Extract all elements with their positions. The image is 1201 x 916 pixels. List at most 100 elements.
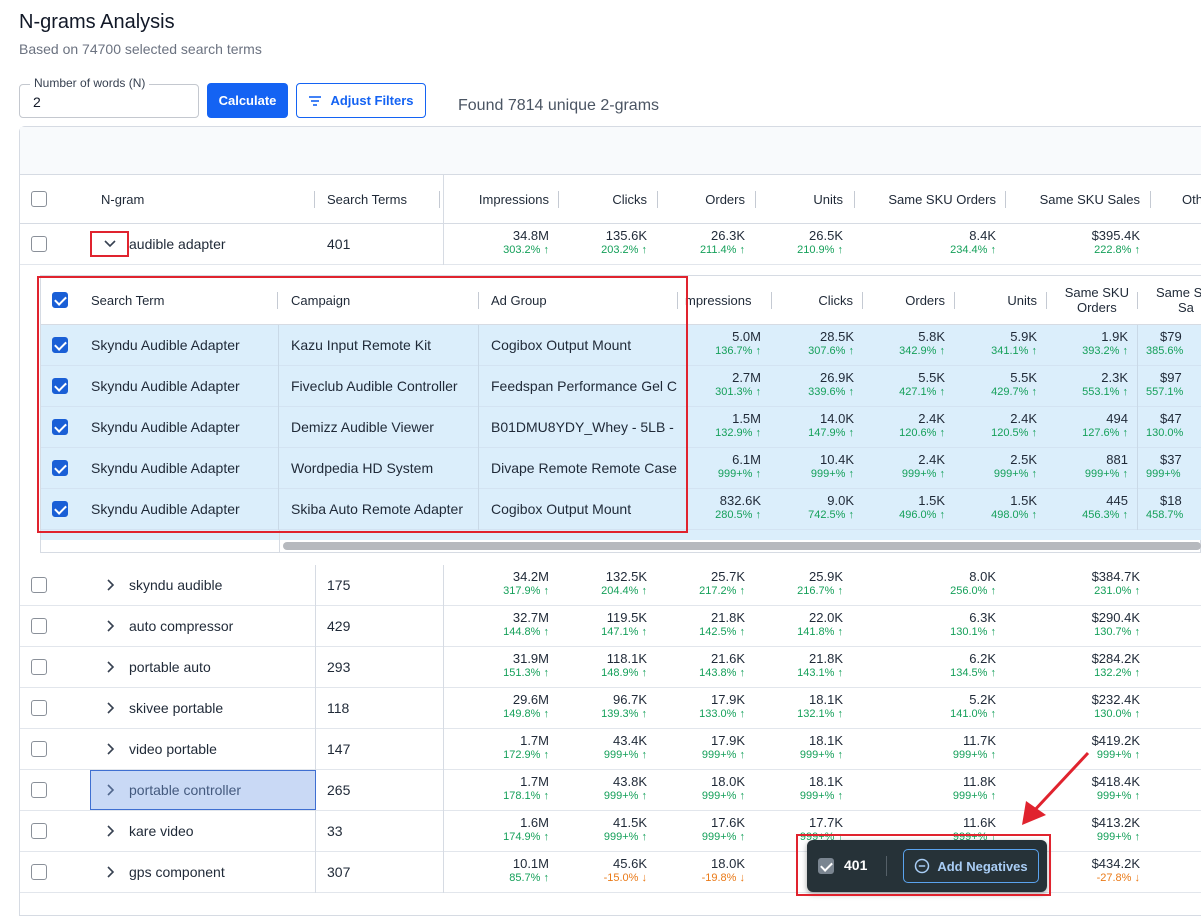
- col-header-search-terms[interactable]: Search Terms: [327, 192, 407, 207]
- detail-row-checkbox[interactable]: [52, 378, 68, 394]
- row-checkbox[interactable]: [31, 577, 47, 593]
- adjust-filters-button[interactable]: Adjust Filters: [296, 83, 426, 118]
- col-header-ngram[interactable]: N-gram: [101, 192, 145, 207]
- detail-row-checkbox[interactable]: [52, 460, 68, 476]
- detail-row[interactable]: Skyndu Audible Adapter Kazu Input Remote …: [41, 325, 1201, 366]
- detail-col-clicks[interactable]: Clicks: [818, 293, 853, 308]
- pinned-divider: [443, 852, 444, 893]
- clicks-value: 96.7K: [613, 692, 647, 707]
- detail-orders-value: 2.4K: [918, 452, 945, 467]
- table-row[interactable]: portable controller 265 1.7M 178.1% ↑ 43.8K 9…: [20, 770, 1201, 811]
- col-separator[interactable]: [862, 292, 863, 309]
- chevron-right-icon[interactable]: [103, 578, 117, 592]
- clicks-cell: 45.6K -15.0% ↓: [604, 856, 647, 885]
- pinned-divider: [443, 770, 444, 811]
- row-checkbox[interactable]: [31, 236, 47, 252]
- chevron-right-icon[interactable]: [103, 783, 117, 797]
- row-checkbox[interactable]: [31, 700, 47, 716]
- detail-select-all-checkbox[interactable]: [52, 292, 68, 308]
- col-separator[interactable]: [954, 292, 955, 309]
- col-header-other[interactable]: Oth: [1182, 192, 1201, 207]
- select-all-checkbox[interactable]: [31, 191, 47, 207]
- row-checkbox[interactable]: [31, 823, 47, 839]
- col-header-orders[interactable]: Orders: [705, 192, 745, 207]
- detail-row-checkbox[interactable]: [52, 419, 68, 435]
- detail-impressions-value: 2.7M: [732, 370, 761, 385]
- col-header-clicks[interactable]: Clicks: [612, 192, 647, 207]
- table-row-expanded[interactable]: audible adapter 401 34.8M 303.2% ↑ 135.6K…: [20, 224, 1201, 265]
- chevron-right-icon[interactable]: [103, 824, 117, 838]
- col-separator[interactable]: [1137, 292, 1138, 309]
- detail-impressions-change: 280.5% ↑: [715, 509, 761, 521]
- col-separator[interactable]: [314, 191, 315, 208]
- table-row[interactable]: skivee portable 118 29.6M 149.8% ↑ 96.7K 139.…: [20, 688, 1201, 729]
- detail-row-checkbox[interactable]: [52, 337, 68, 353]
- impressions-value: 10.1M: [512, 856, 549, 871]
- row-checkbox[interactable]: [31, 741, 47, 757]
- detail-col-same-sku-sales[interactable]: Same S Sa: [1156, 285, 1201, 315]
- detail-row[interactable]: Skyndu Audible Adapter Fiveclub Audible C…: [41, 366, 1201, 407]
- col-separator[interactable]: [771, 292, 772, 309]
- table-row[interactable]: skyndu audible 175 34.2M 317.9% ↑ 132.5K 204.…: [20, 565, 1201, 606]
- detail-col-orders[interactable]: Orders: [905, 293, 945, 308]
- units-value: 18.1K: [809, 733, 843, 748]
- add-negatives-button[interactable]: Add Negatives: [903, 849, 1039, 883]
- col-header-units[interactable]: Units: [813, 192, 843, 207]
- detail-clicks-change: 999+% ↑: [810, 468, 854, 480]
- chevron-down-icon[interactable]: [103, 237, 117, 251]
- col-separator[interactable]: [558, 191, 559, 208]
- page-subtitle: Based on 74700 selected search terms: [19, 41, 262, 57]
- chevron-right-icon[interactable]: [103, 742, 117, 756]
- orders-change: 143.8% ↑: [699, 667, 745, 679]
- col-separator[interactable]: [677, 292, 678, 309]
- col-header-same-sku-sales[interactable]: Same SKU Sales: [1039, 192, 1140, 207]
- col-separator[interactable]: [478, 292, 479, 309]
- impressions-value: 34.2M: [512, 569, 549, 584]
- calculate-button[interactable]: Calculate: [207, 83, 288, 118]
- detail-row[interactable]: Skyndu Audible Adapter Skiba Auto Remote …: [41, 489, 1201, 530]
- same-sku-sales-value: $284.2K: [1091, 651, 1140, 666]
- detail-col-search-term[interactable]: Search Term: [91, 293, 165, 308]
- units-change: 143.1% ↑: [797, 667, 843, 679]
- col-separator[interactable]: [1046, 292, 1047, 309]
- number-of-words-field[interactable]: Number of words (N) 2: [19, 76, 199, 118]
- col-separator[interactable]: [439, 191, 440, 208]
- page-title: N-grams Analysis: [19, 11, 175, 33]
- chevron-right-icon[interactable]: [103, 660, 117, 674]
- detail-orders-value: 2.4K: [918, 411, 945, 426]
- col-separator[interactable]: [854, 191, 855, 208]
- ngram-cell: kare video: [129, 823, 194, 839]
- col-header-impressions[interactable]: Impressions: [478, 192, 549, 207]
- table-row[interactable]: video portable 147 1.7M 172.9% ↑ 43.4K 999+% …: [20, 729, 1201, 770]
- col-header-same-sku-orders[interactable]: Same SKU Orders: [888, 192, 996, 207]
- detail-col-campaign[interactable]: Campaign: [291, 293, 351, 308]
- detail-row[interactable]: Skyndu Audible Adapter Wordpedia HD Syste…: [41, 448, 1201, 489]
- col-separator[interactable]: [755, 191, 756, 208]
- highlight-action-bar: [796, 834, 1051, 896]
- chevron-right-icon[interactable]: [103, 865, 117, 879]
- detail-column-divider: [1137, 489, 1138, 530]
- col-separator[interactable]: [277, 292, 278, 309]
- detail-search-term-cell: Skyndu Audible Adapter: [91, 419, 240, 435]
- col-separator[interactable]: [1150, 191, 1151, 208]
- clicks-value: 45.6K: [613, 856, 647, 871]
- detail-col-units[interactable]: Units: [1007, 293, 1037, 308]
- row-checkbox[interactable]: [31, 782, 47, 798]
- detail-col-impressions[interactable]: mpressions: [685, 293, 752, 308]
- detail-col-ad-group[interactable]: Ad Group: [491, 293, 547, 308]
- detail-col-same-sku-orders[interactable]: Same SKU Orders: [1065, 285, 1129, 315]
- chevron-right-icon[interactable]: [103, 619, 117, 633]
- table-row[interactable]: auto compressor 429 32.7M 144.8% ↑ 119.5K 147…: [20, 606, 1201, 647]
- table-row[interactable]: portable auto 293 31.9M 151.3% ↑ 118.1K 148.9…: [20, 647, 1201, 688]
- chevron-right-icon[interactable]: [103, 701, 117, 715]
- row-checkbox[interactable]: [31, 618, 47, 634]
- col-separator[interactable]: [1005, 191, 1006, 208]
- detail-row-checkbox[interactable]: [52, 501, 68, 517]
- detail-horizontal-scrollbar[interactable]: [283, 542, 1201, 550]
- row-checkbox[interactable]: [31, 659, 47, 675]
- detail-row[interactable]: Skyndu Audible Adapter Demizz Audible Vie…: [41, 407, 1201, 448]
- row-checkbox[interactable]: [31, 864, 47, 880]
- col-separator[interactable]: [657, 191, 658, 208]
- selection-checkbox-icon[interactable]: [818, 858, 834, 874]
- detail-search-term-cell: Skyndu Audible Adapter: [91, 337, 240, 353]
